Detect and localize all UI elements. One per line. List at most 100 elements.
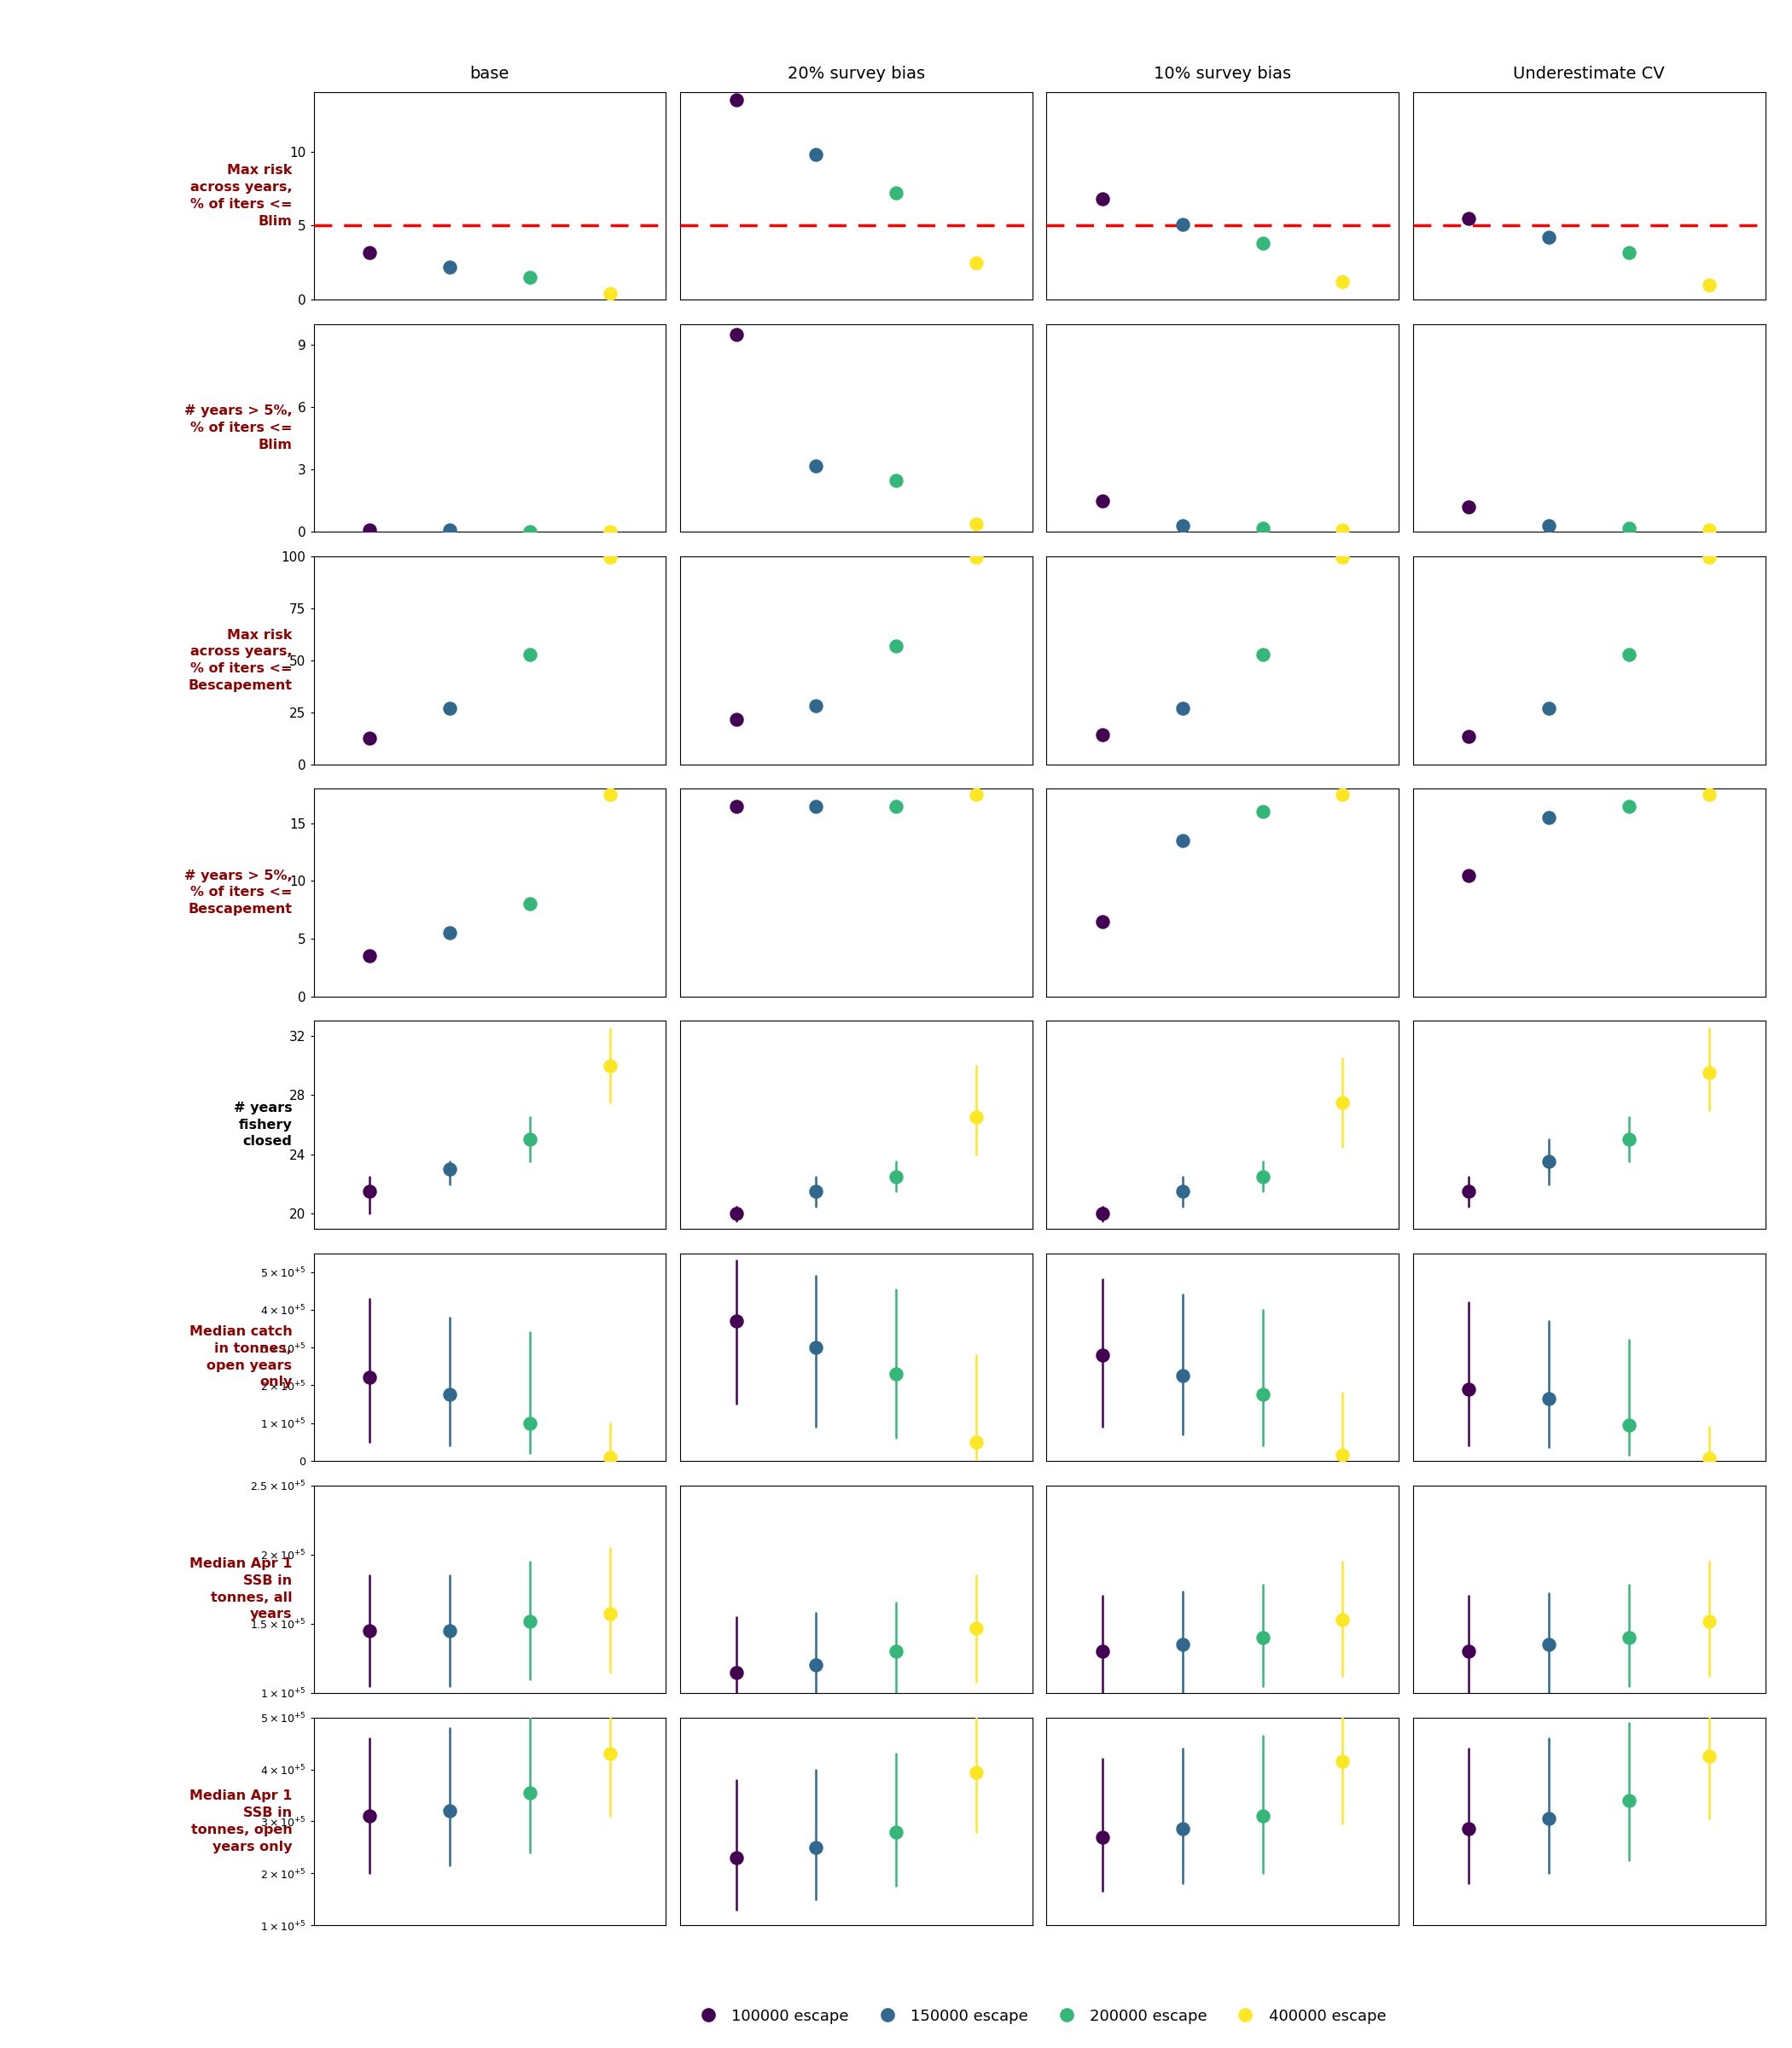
Point: [355, 721, 383, 754]
Point: [595, 778, 624, 811]
Point: [722, 317, 751, 350]
Point: [801, 1831, 830, 1864]
Point: [882, 176, 910, 209]
Point: [962, 1612, 991, 1645]
Point: [1534, 692, 1563, 725]
Point: [355, 940, 383, 973]
Text: base: base: [470, 66, 509, 82]
Point: [1534, 1628, 1563, 1661]
Point: [882, 629, 910, 662]
Point: [1695, 1604, 1724, 1636]
Point: [516, 1604, 545, 1636]
Text: Median catch
in tonnes,
open years
only: Median catch in tonnes, open years only: [188, 1325, 292, 1389]
Point: [595, 1597, 624, 1630]
Point: [435, 1153, 464, 1186]
Point: [1328, 1438, 1357, 1470]
Point: [801, 449, 830, 481]
Point: [435, 1614, 464, 1647]
Point: [722, 1655, 751, 1688]
Point: [1328, 541, 1357, 573]
Point: [1455, 858, 1484, 891]
Point: [355, 1362, 383, 1395]
Point: [1249, 1622, 1278, 1655]
Point: [1534, 1145, 1563, 1178]
Point: [882, 1815, 910, 1847]
Point: [355, 514, 383, 547]
Point: [1249, 227, 1278, 260]
Point: [1615, 791, 1643, 823]
Point: [1088, 1821, 1116, 1853]
Text: Median Apr 1
SSB in
tonnes, all
years: Median Apr 1 SSB in tonnes, all years: [190, 1556, 292, 1620]
Point: [1328, 514, 1357, 547]
Point: [1695, 1741, 1724, 1774]
Point: [516, 1776, 545, 1808]
Point: [1249, 795, 1278, 827]
Point: [1455, 1372, 1484, 1405]
Text: 20% survey bias: 20% survey bias: [787, 66, 925, 82]
Point: [962, 541, 991, 573]
Point: [1615, 637, 1643, 670]
Text: Median Apr 1
SSB in
tonnes, open
years only: Median Apr 1 SSB in tonnes, open years o…: [190, 1790, 292, 1853]
Point: [1695, 541, 1724, 573]
Point: [1249, 637, 1278, 670]
Point: [722, 1305, 751, 1337]
Point: [1088, 1634, 1116, 1667]
Point: [1455, 1812, 1484, 1845]
Point: [1168, 823, 1197, 856]
Point: [1455, 1634, 1484, 1667]
Point: [722, 1841, 751, 1874]
Point: [355, 1800, 383, 1833]
Point: [516, 637, 545, 670]
Point: [355, 236, 383, 268]
Point: [1615, 1409, 1643, 1442]
Point: [1534, 1382, 1563, 1415]
Point: [595, 1442, 624, 1475]
Point: [1695, 778, 1724, 811]
Text: # years > 5%,
% of iters <=
Bescapement: # years > 5%, % of iters <= Bescapement: [185, 868, 292, 915]
Point: [1615, 512, 1643, 545]
Point: [435, 514, 464, 547]
Point: [595, 541, 624, 573]
Point: [882, 791, 910, 823]
Point: [1168, 1360, 1197, 1393]
Point: [1328, 1745, 1357, 1778]
Point: [722, 791, 751, 823]
Point: [1168, 207, 1197, 240]
Point: [801, 1649, 830, 1681]
Point: [962, 1425, 991, 1458]
Point: [595, 276, 624, 309]
Point: [1615, 1622, 1643, 1655]
Point: [1088, 182, 1116, 215]
Point: [882, 1634, 910, 1667]
Point: [1168, 1176, 1197, 1208]
Point: [962, 1755, 991, 1788]
Point: [1088, 1339, 1116, 1372]
Point: [1615, 236, 1643, 268]
Point: [1455, 203, 1484, 236]
Point: [882, 1161, 910, 1194]
Point: [435, 1378, 464, 1411]
Point: [1088, 485, 1116, 518]
Point: [962, 1102, 991, 1135]
Text: # years
fishery
closed: # years fishery closed: [233, 1102, 292, 1149]
Point: [1455, 1176, 1484, 1208]
Point: [1615, 1122, 1643, 1155]
Point: [1249, 1161, 1278, 1194]
Point: [1249, 1800, 1278, 1833]
Point: [1168, 510, 1197, 543]
Point: [516, 1122, 545, 1155]
Point: [882, 1358, 910, 1391]
Point: [1534, 510, 1563, 543]
Point: [1695, 1057, 1724, 1090]
Point: [962, 246, 991, 279]
Legend: 100000 escape, 150000 escape, 200000 escape, 400000 escape: 100000 escape, 150000 escape, 200000 esc…: [686, 2003, 1392, 2030]
Point: [355, 1614, 383, 1647]
Point: [722, 702, 751, 735]
Point: [1249, 512, 1278, 545]
Text: Max risk
across years,
% of iters <=
Bescapement: Max risk across years, % of iters <= Bes…: [188, 629, 292, 692]
Point: [1168, 1628, 1197, 1661]
Point: [516, 887, 545, 920]
Point: [595, 516, 624, 549]
Point: [355, 1176, 383, 1208]
Point: [801, 1176, 830, 1208]
